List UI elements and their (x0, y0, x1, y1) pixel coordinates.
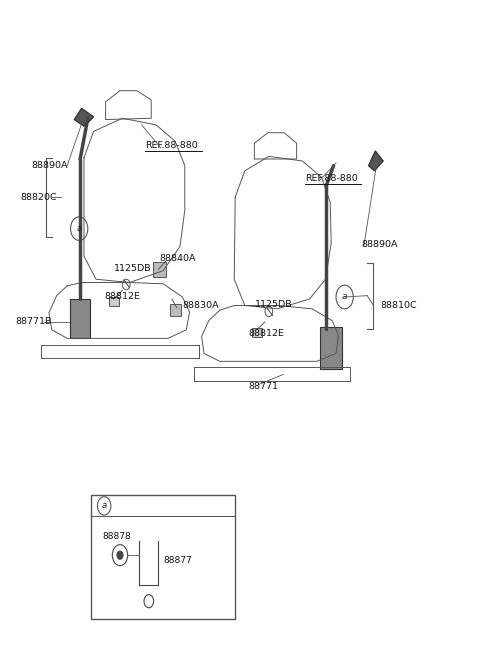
FancyBboxPatch shape (252, 328, 262, 337)
Polygon shape (74, 108, 94, 126)
FancyBboxPatch shape (91, 495, 235, 619)
Text: 1125DB: 1125DB (255, 300, 293, 309)
Text: 88830A: 88830A (182, 301, 219, 310)
FancyBboxPatch shape (153, 262, 166, 277)
Text: a: a (102, 501, 107, 510)
Text: REF.88-880: REF.88-880 (145, 141, 198, 150)
FancyBboxPatch shape (109, 297, 119, 306)
Text: 88890A: 88890A (361, 240, 397, 249)
Text: 1125DB: 1125DB (114, 263, 152, 273)
Text: a: a (342, 292, 348, 302)
FancyBboxPatch shape (70, 299, 90, 338)
Text: 88771: 88771 (249, 382, 278, 391)
Text: 88890A: 88890A (31, 161, 68, 170)
FancyBboxPatch shape (170, 304, 181, 316)
Polygon shape (369, 151, 383, 171)
Text: 88840A: 88840A (159, 254, 196, 263)
Text: 88810C: 88810C (380, 301, 417, 310)
Text: 88820C: 88820C (20, 193, 57, 202)
Text: REF.88-880: REF.88-880 (305, 174, 358, 183)
Text: 88812E: 88812E (105, 292, 141, 302)
Text: 88812E: 88812E (248, 329, 284, 338)
Text: 88878: 88878 (103, 532, 132, 541)
Text: 88877: 88877 (163, 556, 192, 565)
Text: 88771B: 88771B (15, 317, 52, 327)
FancyBboxPatch shape (320, 327, 342, 369)
Text: a: a (76, 224, 82, 233)
Circle shape (117, 551, 123, 559)
